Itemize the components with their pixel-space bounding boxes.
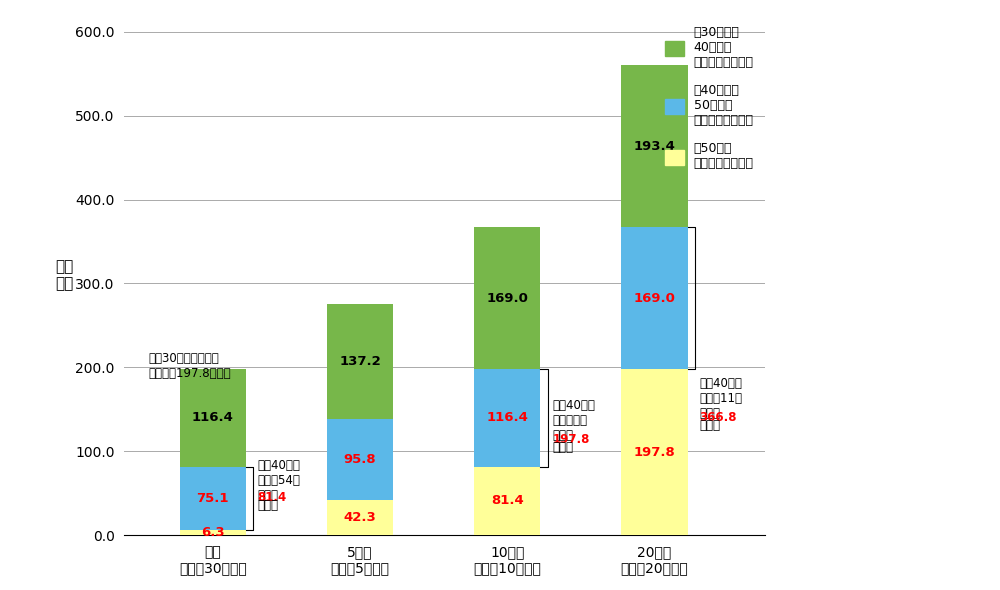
Bar <box>621 65 688 227</box>
Text: 116.4: 116.4 <box>486 411 528 424</box>
Text: 42.3: 42.3 <box>344 511 376 524</box>
Text: 193.4: 193.4 <box>634 140 675 153</box>
Bar <box>474 467 540 535</box>
Text: 万戸）: 万戸） <box>699 419 720 432</box>
Text: （築30年超＝平成元
年以前：197.8万戸）: （築30年超＝平成元 年以前：197.8万戸） <box>148 352 231 380</box>
Text: 197.8: 197.8 <box>552 432 590 445</box>
Bar <box>180 369 246 467</box>
Text: 95.8: 95.8 <box>344 453 376 466</box>
Bar <box>327 304 393 419</box>
Text: 169.0: 169.0 <box>486 292 528 305</box>
Bar <box>180 530 246 535</box>
Text: 137.2: 137.2 <box>339 355 381 368</box>
Text: 6.3: 6.3 <box>201 526 225 539</box>
Bar <box>621 227 688 369</box>
Text: 366.8: 366.8 <box>699 411 737 424</box>
Text: （築40年超
＝平成11年
以前：: （築40年超 ＝平成11年 以前： <box>699 378 742 421</box>
Text: 81.4: 81.4 <box>491 494 524 507</box>
Legend: 築30年超～
40年未満
（当該年時点で）, 築40年超～
50年未満
（当該年時点で）, 築50年超
（当該年時点で）: 築30年超～ 40年未満 （当該年時点で）, 築40年超～ 50年未満 （当該年… <box>660 21 759 175</box>
Text: 万戸）: 万戸） <box>258 499 279 512</box>
Bar <box>180 467 246 530</box>
Bar <box>474 369 540 467</box>
Bar <box>327 500 393 535</box>
Text: 75.1: 75.1 <box>197 492 229 505</box>
Text: 万戸）: 万戸） <box>552 441 573 454</box>
Text: 169.0: 169.0 <box>634 292 675 305</box>
Bar <box>474 227 540 369</box>
Text: （築40年超
＝平成元年
以前：: （築40年超 ＝平成元年 以前： <box>552 399 595 442</box>
Text: （築40年超
＝昭和54年
以前：: （築40年超 ＝昭和54年 以前： <box>258 459 301 502</box>
Bar <box>327 419 393 500</box>
Y-axis label: （万
戸）: （万 戸） <box>55 259 73 291</box>
Text: 197.8: 197.8 <box>634 445 675 458</box>
Text: 116.4: 116.4 <box>192 411 234 424</box>
Bar <box>621 369 688 535</box>
Text: 81.4: 81.4 <box>258 491 287 504</box>
